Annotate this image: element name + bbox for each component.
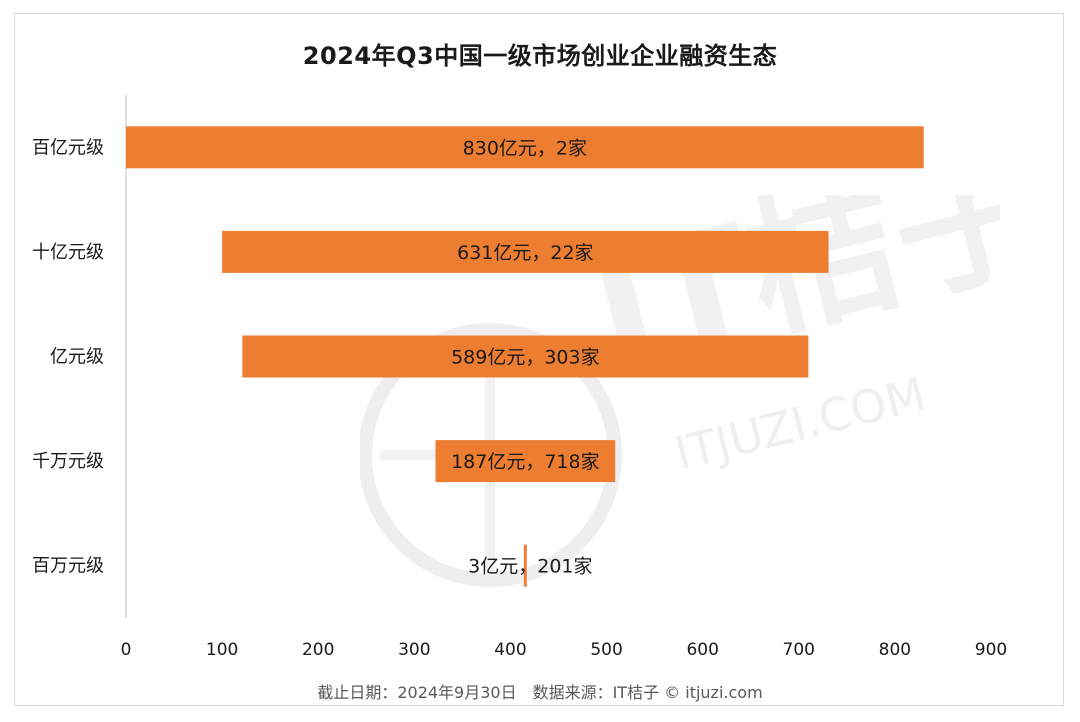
x-tick-label: 300 — [398, 640, 430, 660]
bar — [242, 335, 809, 378]
data-label: 631亿元，22家 — [457, 242, 593, 264]
data-label: 187亿元，718家 — [451, 451, 600, 473]
x-tick-label: 500 — [590, 640, 622, 660]
x-tick-label: 700 — [783, 640, 815, 660]
x-tick-label: 200 — [302, 640, 334, 660]
category-label: 百万元级 — [32, 556, 104, 577]
x-tick-label: 800 — [879, 640, 911, 660]
x-tick-label: 100 — [206, 640, 238, 660]
category-label: 千万元级 — [32, 451, 104, 472]
chart-title: 2024年Q3中国一级市场创业企业融资生态 — [302, 42, 778, 70]
bar — [435, 440, 616, 483]
x-tick-label: 400 — [494, 640, 526, 660]
footer-source: 截止日期：2024年9月30日 数据来源：IT桔子 © itjuzi.com — [317, 683, 763, 702]
category-label: 十亿元级 — [32, 242, 104, 263]
x-tick-label: 900 — [975, 640, 1007, 660]
data-label: 3亿元，201家 — [468, 556, 592, 578]
category-label: 百亿元级 — [32, 137, 104, 158]
bar — [222, 230, 829, 273]
bar — [523, 544, 527, 587]
x-tick-label: 600 — [686, 640, 718, 660]
x-tick-label: 0 — [121, 640, 132, 660]
data-label: 830亿元，2家 — [463, 137, 587, 159]
data-label: 589亿元，303家 — [451, 347, 600, 369]
bar — [126, 126, 924, 169]
category-label: 亿元级 — [50, 347, 104, 368]
